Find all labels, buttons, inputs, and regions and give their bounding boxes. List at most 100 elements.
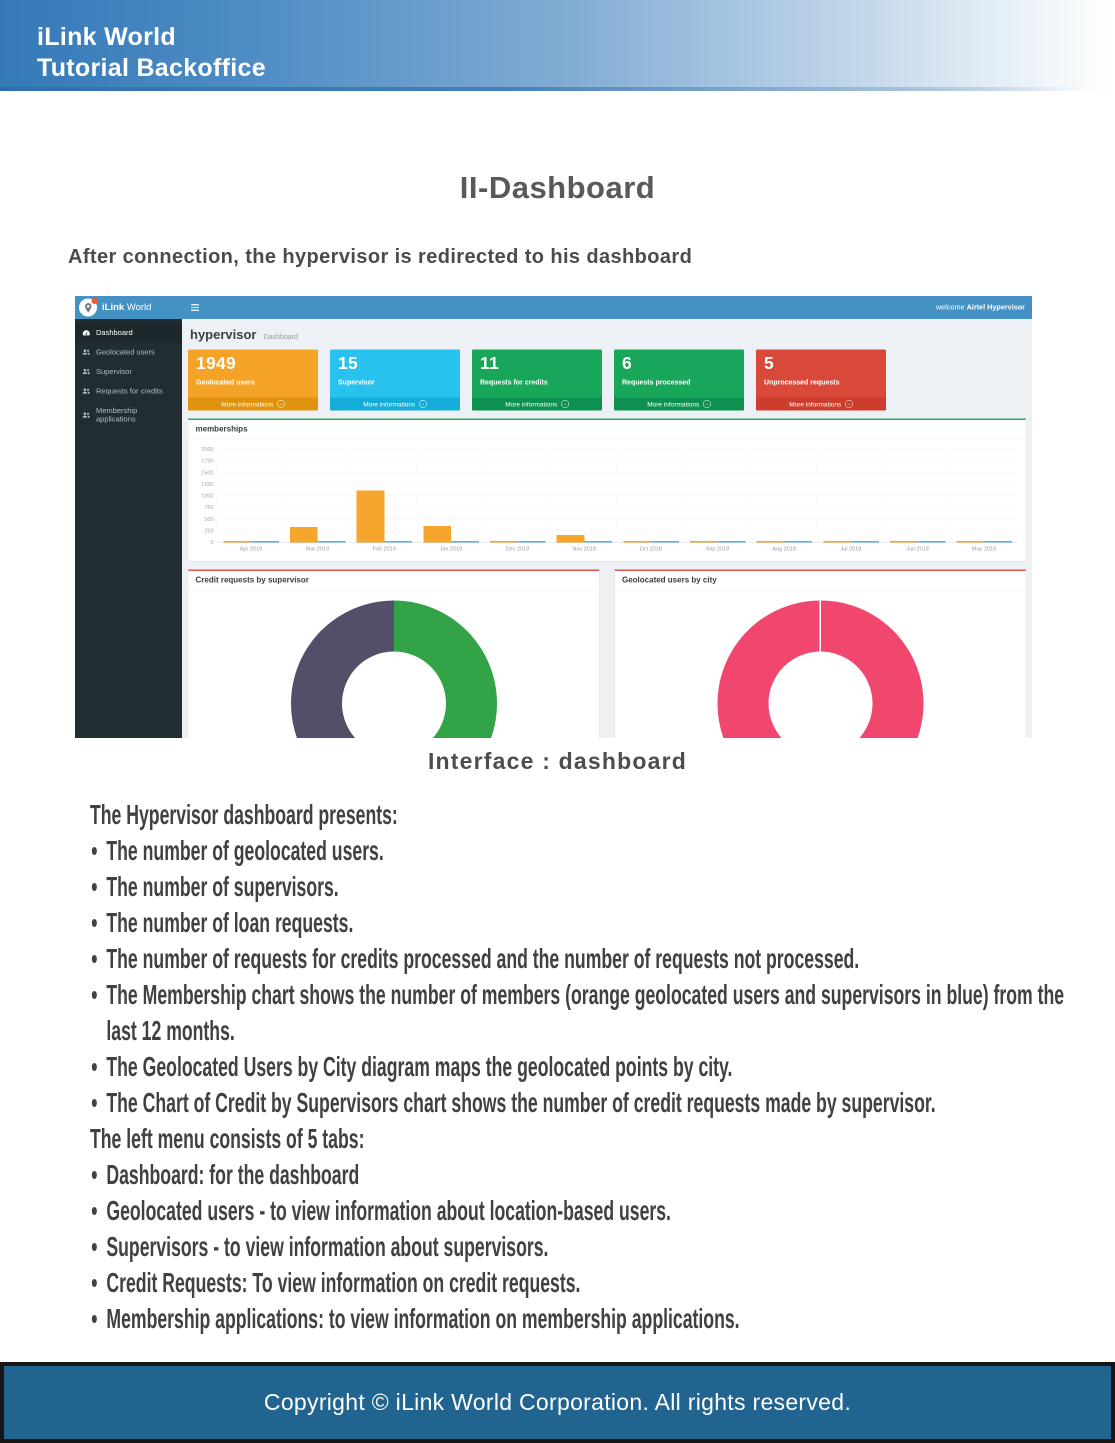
sidebar-item-supervisor[interactable]: Supervisor xyxy=(75,362,182,382)
stat-label: Requests for credits xyxy=(480,378,548,386)
bullet-marker: • xyxy=(91,1051,98,1082)
copyright-text: Copyright © iLink World Corporation. All… xyxy=(263,1389,852,1415)
body-line-text: The number of geolocated users. xyxy=(106,835,384,866)
geolocated-users-orange-bar xyxy=(623,541,652,543)
bullet-marker: • xyxy=(91,1267,98,1298)
more-informations-label: More informations xyxy=(221,400,274,408)
body-line-text: The number of requests for credits proce… xyxy=(106,943,860,974)
x-tick-label: Aug 2018 xyxy=(772,546,796,552)
geolocated-users-orange-bar xyxy=(823,541,852,543)
memberships-panel-title: memberships xyxy=(188,420,1026,440)
arrow-circle-icon: → xyxy=(418,400,427,408)
more-informations-button[interactable]: More informations → xyxy=(756,397,886,411)
sidebar-item-dashboard[interactable]: Dashboard xyxy=(75,323,182,343)
dashboard-topbar: iLink World welcome Airtel Hypervisor xyxy=(75,296,1032,319)
body-line-text: Supervisors - to view information about … xyxy=(106,1231,549,1262)
brand-name: iLink World xyxy=(102,302,152,313)
stat-value: 11 xyxy=(480,353,499,374)
credit-donut-chart xyxy=(290,600,497,738)
bullet-marker: • xyxy=(91,1303,98,1334)
bullet-marker: • xyxy=(91,1195,98,1226)
x-tick-label: May 2018 xyxy=(972,546,997,552)
intro-text: After connection, the hypervisor is redi… xyxy=(68,246,693,268)
more-informations-button[interactable]: More informations → xyxy=(472,397,602,411)
sidebar-item-label: Supervisor xyxy=(96,367,132,377)
welcome-user[interactable]: welcome Airtel Hypervisor xyxy=(935,303,1025,312)
x-tick-label: Jan 2019 xyxy=(439,546,463,552)
more-informations-button[interactable]: More informations → xyxy=(188,397,318,411)
chart-bar-group xyxy=(484,449,551,543)
users-icon xyxy=(82,387,91,396)
brand[interactable]: iLink World xyxy=(75,296,182,319)
stat-value: 1949 xyxy=(196,353,236,374)
body-line: • The number of supervisors. xyxy=(90,869,1067,905)
y-tick-label: 250 xyxy=(204,527,214,534)
hamburger-icon[interactable] xyxy=(191,304,199,311)
body-line: The left menu consists of 5 tabs: xyxy=(90,1121,1067,1157)
y-tick-label: 1250 xyxy=(201,481,214,488)
y-tick-label: 1500 xyxy=(201,469,214,476)
more-informations-label: More informations xyxy=(789,400,842,408)
users-icon xyxy=(82,368,91,377)
geolocated-users-orange-bar xyxy=(956,541,985,543)
page-heading-sub: Dashboard xyxy=(263,332,298,341)
dashboard-body: Dashboard Geolocated users Supervisor Reque… xyxy=(75,319,1032,738)
body-line: • The Chart of Credit by Supervisors char… xyxy=(90,1085,1067,1121)
sidebar-item-label: Membership applications xyxy=(96,406,138,424)
doc-footer: Copyright © iLink World Corporation. All… xyxy=(0,1362,1115,1443)
chart-bar-group xyxy=(350,449,418,543)
geolocated-users-orange-bar xyxy=(289,527,318,543)
body-line-text: Dashboard: for the dashboard xyxy=(106,1159,360,1190)
memberships-panel: memberships 0 250 500 750 1000 1250 1500 1750 20… xyxy=(188,418,1026,562)
sidebar-item-geolocated-users[interactable]: Geolocated users xyxy=(75,343,182,363)
y-tick-label: 1000 xyxy=(201,493,214,499)
arrow-circle-icon: → xyxy=(702,400,711,408)
supervisors-blue-bar xyxy=(717,541,746,543)
body-line: The Hypervisor dashboard presents: xyxy=(90,797,1067,833)
supervisors-blue-bar xyxy=(651,541,679,543)
sidebar-item-label: Requests for credits xyxy=(96,387,163,396)
stat-label: Requests processed xyxy=(622,378,691,386)
stat-label: Geolocated users xyxy=(196,378,255,386)
chart-bar-group xyxy=(884,449,951,543)
more-informations-button[interactable]: More informations → xyxy=(614,397,744,411)
credit-by-supervisor-panel: Credit requests by supervisor xyxy=(188,569,600,738)
arrow-circle-icon: → xyxy=(276,400,285,408)
stat-card-requests-for-credits: 11 Requests for credits More informations → xyxy=(472,349,602,411)
geo-donut-chart xyxy=(717,600,924,738)
x-tick-label: Sep 2018 xyxy=(705,546,730,552)
chart-x-axis: Apr 2019 Mar 2019 Feb 2019 Jan 2019 Dec 2018… xyxy=(218,546,1018,554)
geolocated-users-orange-bar xyxy=(489,541,518,543)
chart-bar-group xyxy=(950,449,1018,543)
geolocated-users-orange-bar xyxy=(689,541,718,543)
bullet-marker: • xyxy=(91,1231,98,1262)
supervisors-blue-bar xyxy=(451,541,479,543)
body-line: • The Geolocated Users by City diagram ma… xyxy=(90,1049,1067,1085)
x-tick-label: Feb 2019 xyxy=(372,546,396,552)
body-line: • The number of geolocated users. xyxy=(90,833,1067,869)
x-tick-label: Oct 2018 xyxy=(639,546,662,552)
x-tick-label: Nov 2018 xyxy=(572,546,596,552)
body-line: • Supervisors - to view information about… xyxy=(90,1229,1067,1265)
supervisors-blue-bar xyxy=(917,541,946,543)
page-heading: hypervisor xyxy=(190,327,257,342)
sidebar-item-membership-applications[interactable]: Membership applications xyxy=(75,401,182,429)
chart-bar-group xyxy=(417,449,484,543)
x-tick-label: Mar 2019 xyxy=(305,546,330,552)
chart-bar-group xyxy=(550,449,618,543)
body-line-text: The number of supervisors. xyxy=(106,871,339,902)
supervisors-blue-bar xyxy=(851,541,879,543)
donut-panels-row: Credit requests by supervisor Geolocated… xyxy=(188,569,1026,738)
sidebar: Dashboard Geolocated users Supervisor Reque… xyxy=(75,319,182,738)
screenshot-caption: Interface : dashboard xyxy=(427,748,688,774)
credit-panel-title: Credit requests by supervisor xyxy=(188,571,599,591)
more-informations-button[interactable]: More informations → xyxy=(330,397,460,411)
bullet-marker: • xyxy=(91,1087,98,1118)
body-line: • Geolocated users - to view information … xyxy=(90,1193,1067,1229)
supervisors-blue-bar xyxy=(317,541,346,543)
sidebar-item-requests-for-credits[interactable]: Requests for credits xyxy=(75,382,182,402)
x-tick-label: Jul 2018 xyxy=(840,546,862,552)
stat-label: Unprocessed requests xyxy=(764,378,840,386)
y-tick-label: 500 xyxy=(204,516,214,523)
memberships-chart: 0 250 500 750 1000 1250 1500 1750 2000 Apr 2019 M… xyxy=(189,440,1026,562)
